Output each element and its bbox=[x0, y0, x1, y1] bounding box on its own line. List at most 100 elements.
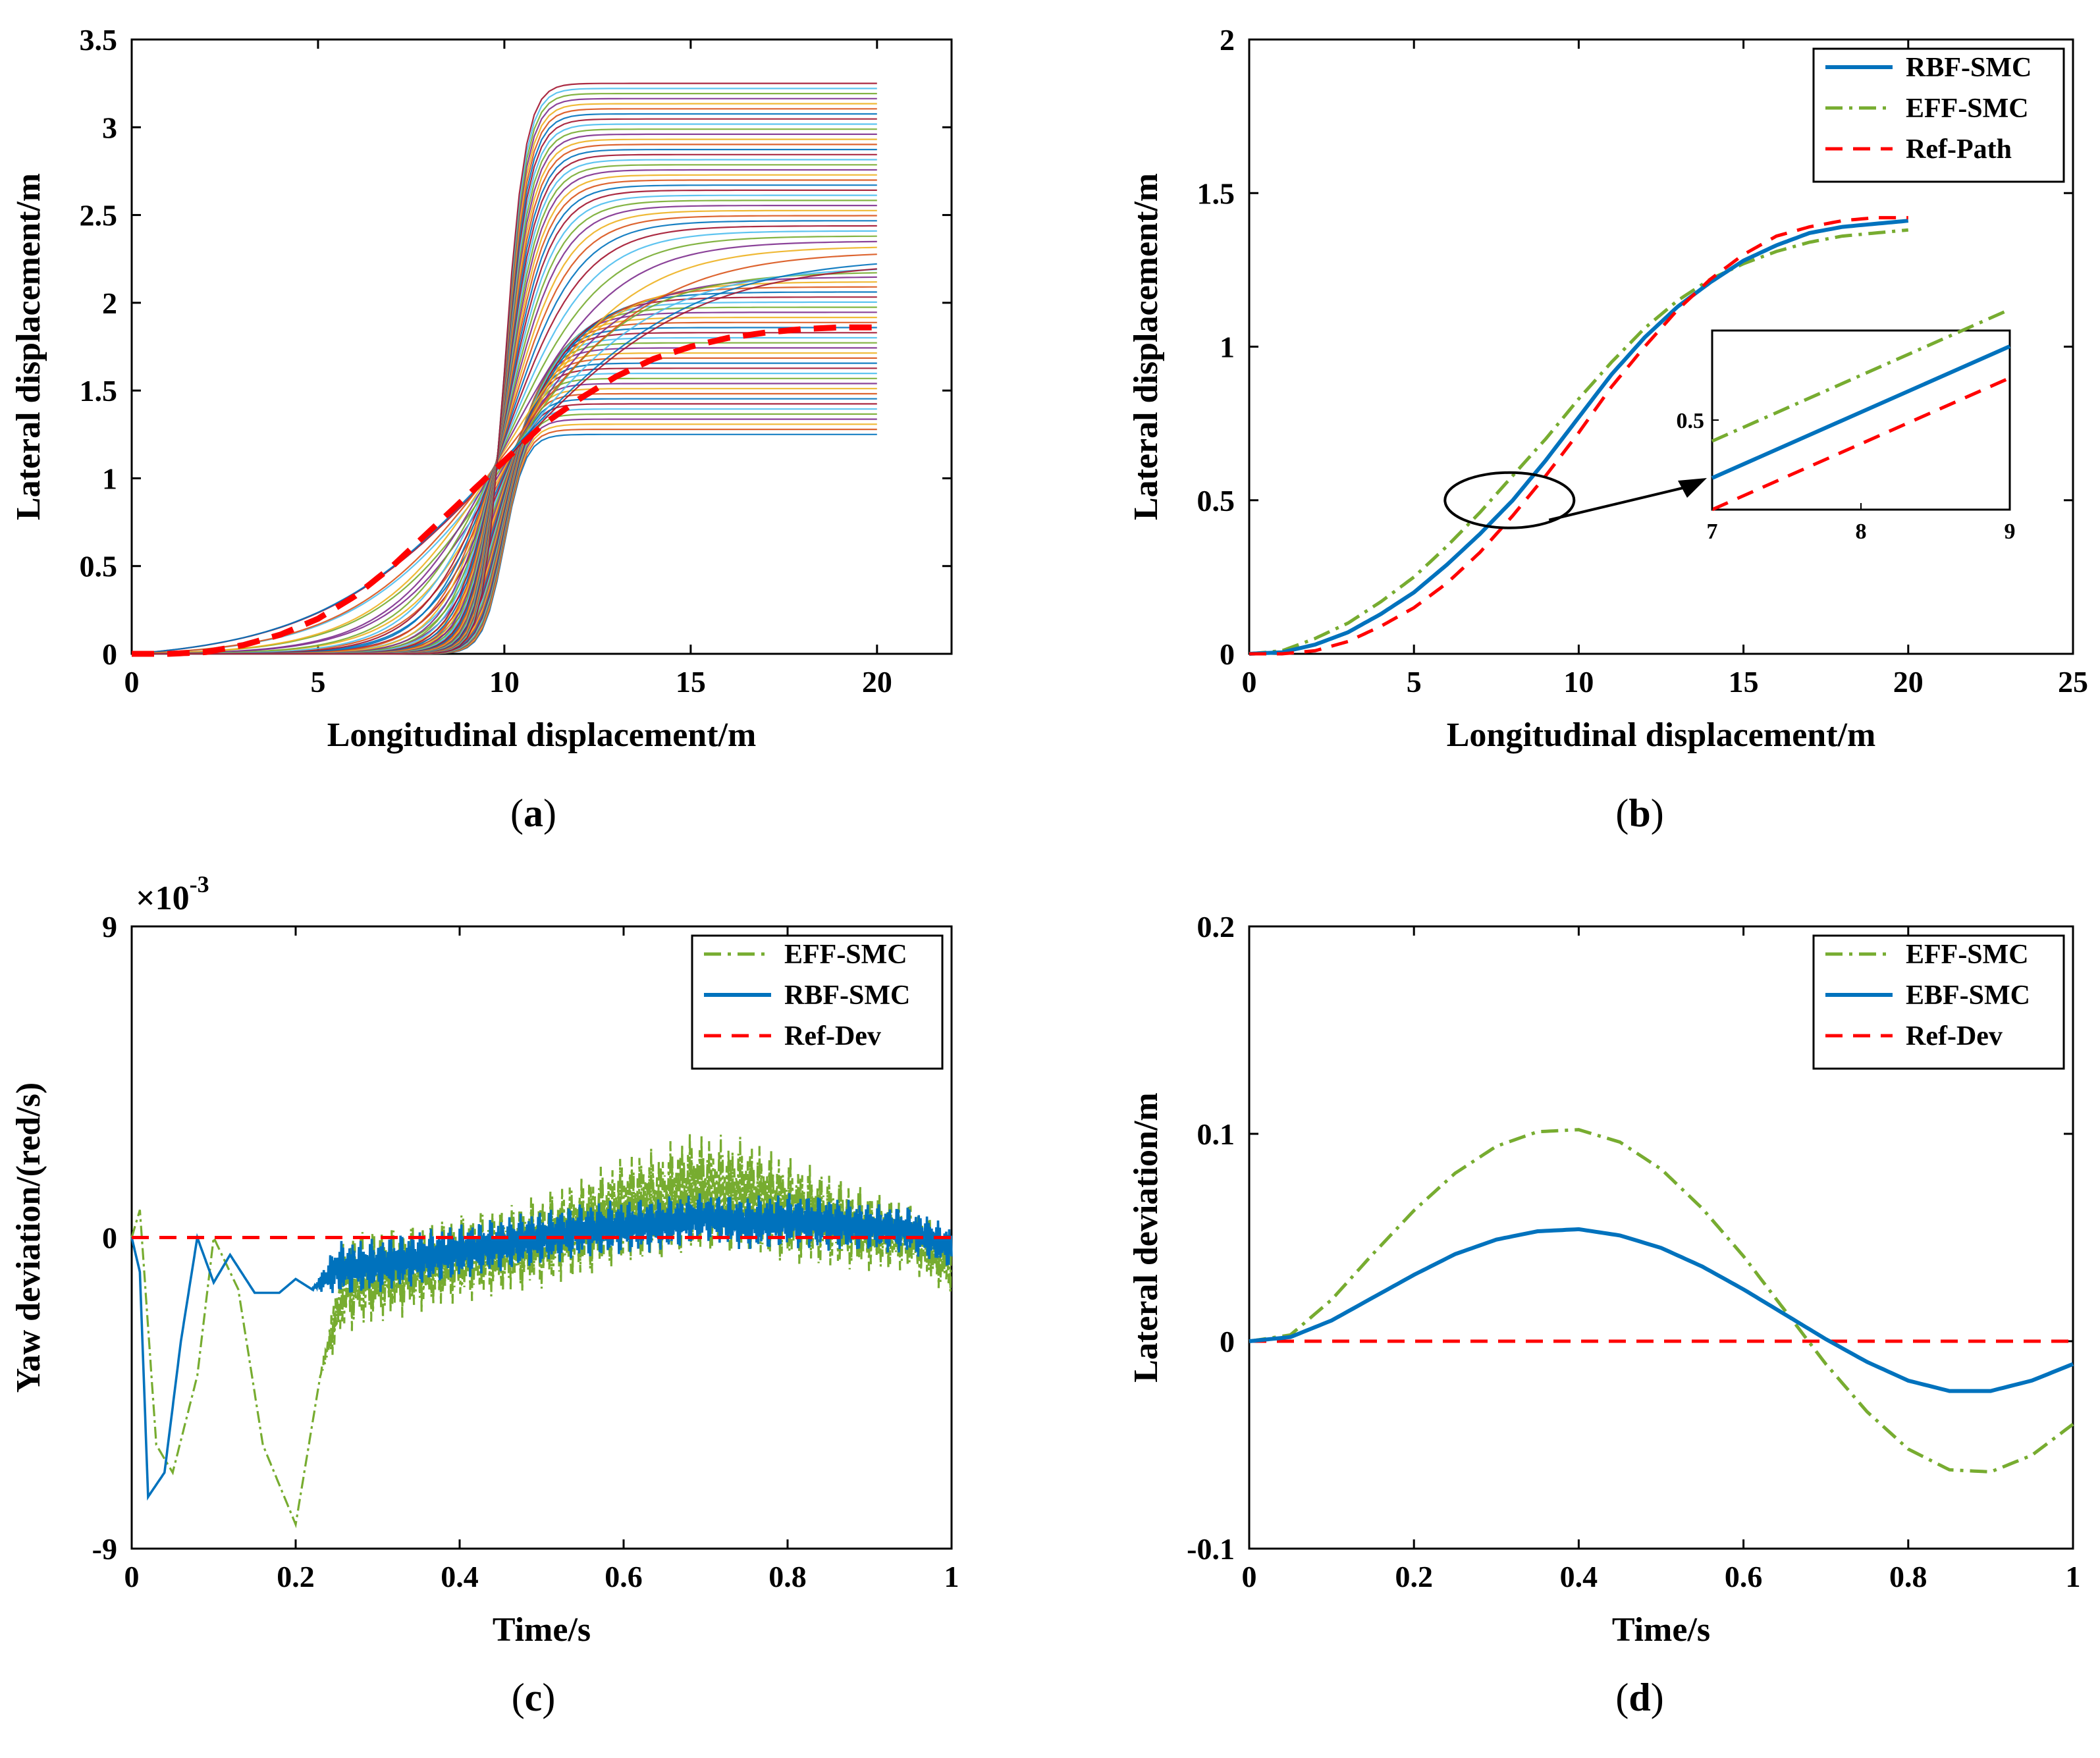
panel-a: 0 5 10 15 20 0 0.5 1 1.5 2 2.5 3 3.5 Longitudinal dis… bbox=[10, 23, 953, 835]
x-tick-label: 0 bbox=[124, 1560, 140, 1593]
family-curve bbox=[132, 291, 877, 655]
y-tick-label: 2 bbox=[102, 286, 117, 320]
x-tick-label: 5 bbox=[1407, 665, 1422, 699]
inset-line bbox=[1711, 307, 2011, 443]
multiplier-exponent: -3 bbox=[190, 871, 209, 897]
legend-entry: Ref-Dev bbox=[1906, 1021, 2003, 1052]
family-curve bbox=[131, 253, 877, 655]
y-tick-label: 9 bbox=[102, 910, 117, 944]
legend: RBF-SMC EFF-SMC Ref-Path bbox=[1812, 47, 2065, 183]
caption-letter: d bbox=[1629, 1676, 1650, 1719]
x-tick-label: 0.2 bbox=[277, 1560, 315, 1593]
caption-open: ( bbox=[1615, 791, 1629, 835]
y-axis-label: Lateral deviation/m bbox=[1127, 1092, 1165, 1383]
legend-entry: RBF-SMC bbox=[1906, 53, 2032, 83]
x-tick-label: 0.4 bbox=[441, 1560, 479, 1593]
inset-line bbox=[1711, 344, 2011, 480]
panel-caption: (b) bbox=[1615, 791, 1663, 835]
y-tick-label: 2.5 bbox=[80, 199, 118, 232]
y-tick-label: 0.5 bbox=[80, 550, 118, 583]
family-curve bbox=[132, 230, 877, 655]
x-tick-label: 1 bbox=[944, 1560, 959, 1593]
family-curve bbox=[132, 235, 877, 655]
panel-b: 0 5 10 15 20 25 0 0.5 1 1.5 2 Longitudinal displace… bbox=[1127, 23, 2088, 835]
axes-box bbox=[130, 38, 953, 655]
x-tick-label: 0.6 bbox=[605, 1560, 643, 1593]
zoom-arrow-head bbox=[1678, 478, 1707, 498]
series-rbf-smc-curve bbox=[130, 1193, 953, 1501]
series-eff-smc-curve bbox=[1249, 228, 1909, 656]
legend-entry: Ref-Path bbox=[1906, 134, 2012, 165]
x-tick-label: 5 bbox=[310, 665, 325, 699]
legend-entry: EFF-SMC bbox=[1906, 93, 2029, 124]
x-tick-label: 15 bbox=[1729, 665, 1759, 699]
y-axis-label: Lateral displacement/m bbox=[10, 173, 47, 520]
y-tick-label: 1.5 bbox=[80, 374, 118, 408]
inset-box bbox=[1711, 329, 2011, 511]
series-eff-smc-curve bbox=[130, 1133, 953, 1529]
legend-box bbox=[1812, 934, 2065, 1070]
caption-letter: b bbox=[1629, 791, 1650, 835]
x-tick-label: 0 bbox=[1242, 665, 1257, 699]
legend-entry: EBF-SMC bbox=[1906, 980, 2030, 1011]
family-curve bbox=[132, 82, 877, 655]
y-tick-label: 0 bbox=[102, 637, 117, 671]
y-tick-label: 0.2 bbox=[1197, 910, 1235, 944]
legend-entry: EFF-SMC bbox=[784, 940, 907, 970]
x-tick-label: 10 bbox=[489, 665, 520, 699]
y-tick-label: 1 bbox=[102, 462, 117, 495]
family-curve bbox=[132, 301, 877, 655]
caption-open: ( bbox=[510, 791, 524, 835]
x-tick-label: 0.6 bbox=[1725, 1560, 1763, 1593]
y-tick-label: 0 bbox=[1220, 637, 1235, 671]
series-rbf-smc-curve bbox=[1249, 219, 1909, 656]
x-tick-label: 0 bbox=[124, 665, 140, 699]
inset-x-tick-label: 7 bbox=[1707, 519, 1718, 544]
reference-path-curve bbox=[132, 324, 877, 657]
x-tick-label: 25 bbox=[2058, 665, 2088, 699]
x-tick-label: 0.4 bbox=[1560, 1560, 1598, 1593]
family-curve bbox=[131, 240, 877, 655]
y-tick-label: 0.1 bbox=[1197, 1117, 1235, 1151]
caption-close: ) bbox=[543, 791, 556, 835]
legend: EFF-SMC EBF-SMC Ref-Dev bbox=[1812, 934, 2065, 1070]
y-tick-label: 0.5 bbox=[1197, 484, 1235, 518]
y-tick-label: 1.5 bbox=[1197, 176, 1235, 210]
x-tick-label: 20 bbox=[862, 665, 892, 699]
caption-close: ) bbox=[542, 1676, 555, 1719]
legend-entry: EFF-SMC bbox=[1906, 940, 2029, 970]
y-axis-label: Yaw deviation/(red/s) bbox=[10, 1082, 47, 1393]
inset-x-tick-label: 8 bbox=[1856, 519, 1867, 544]
panel-caption: (a) bbox=[510, 791, 556, 835]
zoom-inset: 7 8 9 0.5 bbox=[1677, 307, 2016, 544]
family-curve bbox=[132, 296, 877, 655]
axes-box bbox=[1248, 925, 2074, 1550]
series-eff-smc-curve bbox=[1249, 1128, 2074, 1474]
caption-close: ) bbox=[1651, 1676, 1664, 1719]
legend: EFF-SMC RBF-SMC Ref-Dev bbox=[691, 934, 944, 1070]
y-tick-label: 1 bbox=[1220, 331, 1235, 364]
x-tick-label: 1 bbox=[2066, 1560, 2081, 1593]
family-curve bbox=[132, 306, 877, 655]
caption-open: ( bbox=[1615, 1676, 1629, 1719]
x-axis-label: Time/s bbox=[493, 1611, 591, 1649]
x-tick-label: 20 bbox=[1893, 665, 1924, 699]
x-tick-label: 0.8 bbox=[1889, 1560, 1927, 1593]
y-tick-label: 0 bbox=[1220, 1325, 1235, 1358]
inset-x-tick-label: 9 bbox=[2005, 519, 2016, 544]
family-curve bbox=[132, 286, 877, 655]
family-curve bbox=[131, 246, 877, 655]
y-tick-label: 3.5 bbox=[80, 23, 118, 57]
inset-y-tick-label: 0.5 bbox=[1677, 409, 1705, 433]
panel-caption: (d) bbox=[1615, 1676, 1663, 1719]
x-tick-label: 0 bbox=[1242, 1560, 1257, 1593]
legend-box bbox=[1812, 47, 2065, 183]
x-tick-label: 15 bbox=[676, 665, 706, 699]
y-tick-label: -9 bbox=[92, 1532, 117, 1566]
x-axis-label: Longitudinal displacement/m bbox=[327, 716, 757, 754]
multiplier-base: ×10 bbox=[136, 880, 190, 917]
caption-letter: c bbox=[525, 1676, 543, 1719]
